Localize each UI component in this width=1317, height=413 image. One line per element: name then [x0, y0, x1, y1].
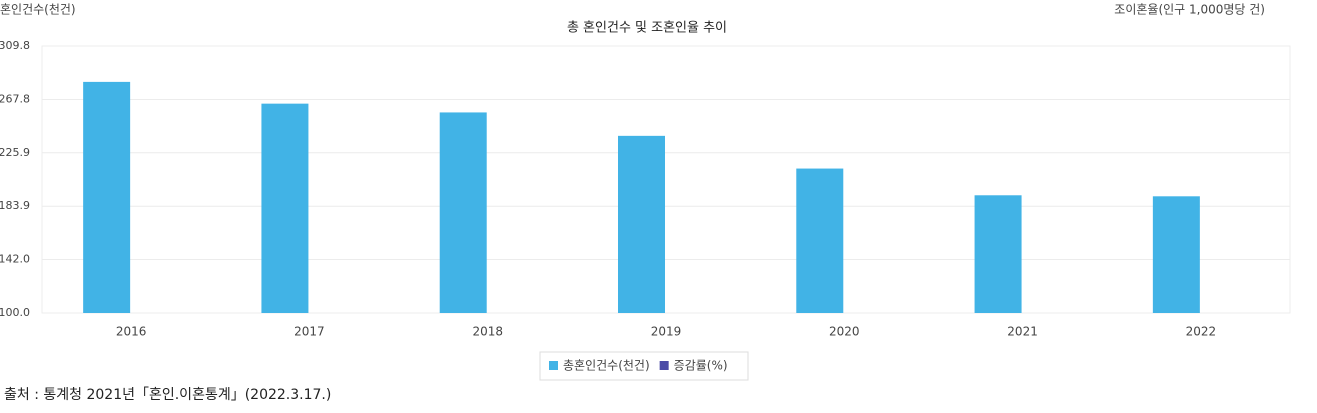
bar: [796, 168, 844, 313]
legend-box: [539, 351, 749, 381]
x-tick-label: 2016: [116, 325, 147, 339]
legend-swatch: [659, 361, 669, 370]
plot-frame: [41, 45, 1291, 314]
y-tick-label: 225.9: [0, 146, 30, 159]
y-tick-label: 309.8: [0, 39, 30, 52]
y-tick-label: 100.0: [0, 306, 30, 319]
legend-swatch: [549, 361, 558, 370]
source-note: 출처 : 통계청 2021년「혼인.이혼통계」(2022.3.17.): [4, 387, 331, 403]
legend-label: 증감률(%): [674, 359, 728, 373]
legend-label: 총혼인건수(천건): [563, 358, 650, 373]
y-tick-label: 142.0: [0, 253, 30, 266]
chart-title: 총 혼인건수 및 조혼인율 추이: [567, 21, 727, 36]
x-tick-label: 2018: [472, 325, 503, 339]
bar: [261, 103, 309, 313]
bar: [83, 81, 131, 314]
x-tick-label: 2020: [829, 325, 860, 339]
bar: [439, 112, 487, 313]
x-tick-label: 2019: [651, 325, 682, 339]
y2-axis-label: 조이혼율(인구 1,000명당 건): [1114, 3, 1265, 17]
bar: [974, 195, 1022, 313]
bar: [618, 135, 665, 313]
x-tick-label: 2021: [1007, 325, 1038, 339]
y-axis-label: 혼인건수(천건): [0, 2, 76, 17]
x-tick-label: 2022: [1186, 325, 1217, 339]
y-tick-label: 183.9: [0, 199, 30, 212]
x-tick-label: 2017: [294, 325, 325, 339]
bar: [1152, 196, 1200, 313]
y-tick-label: 267.8: [0, 92, 30, 105]
